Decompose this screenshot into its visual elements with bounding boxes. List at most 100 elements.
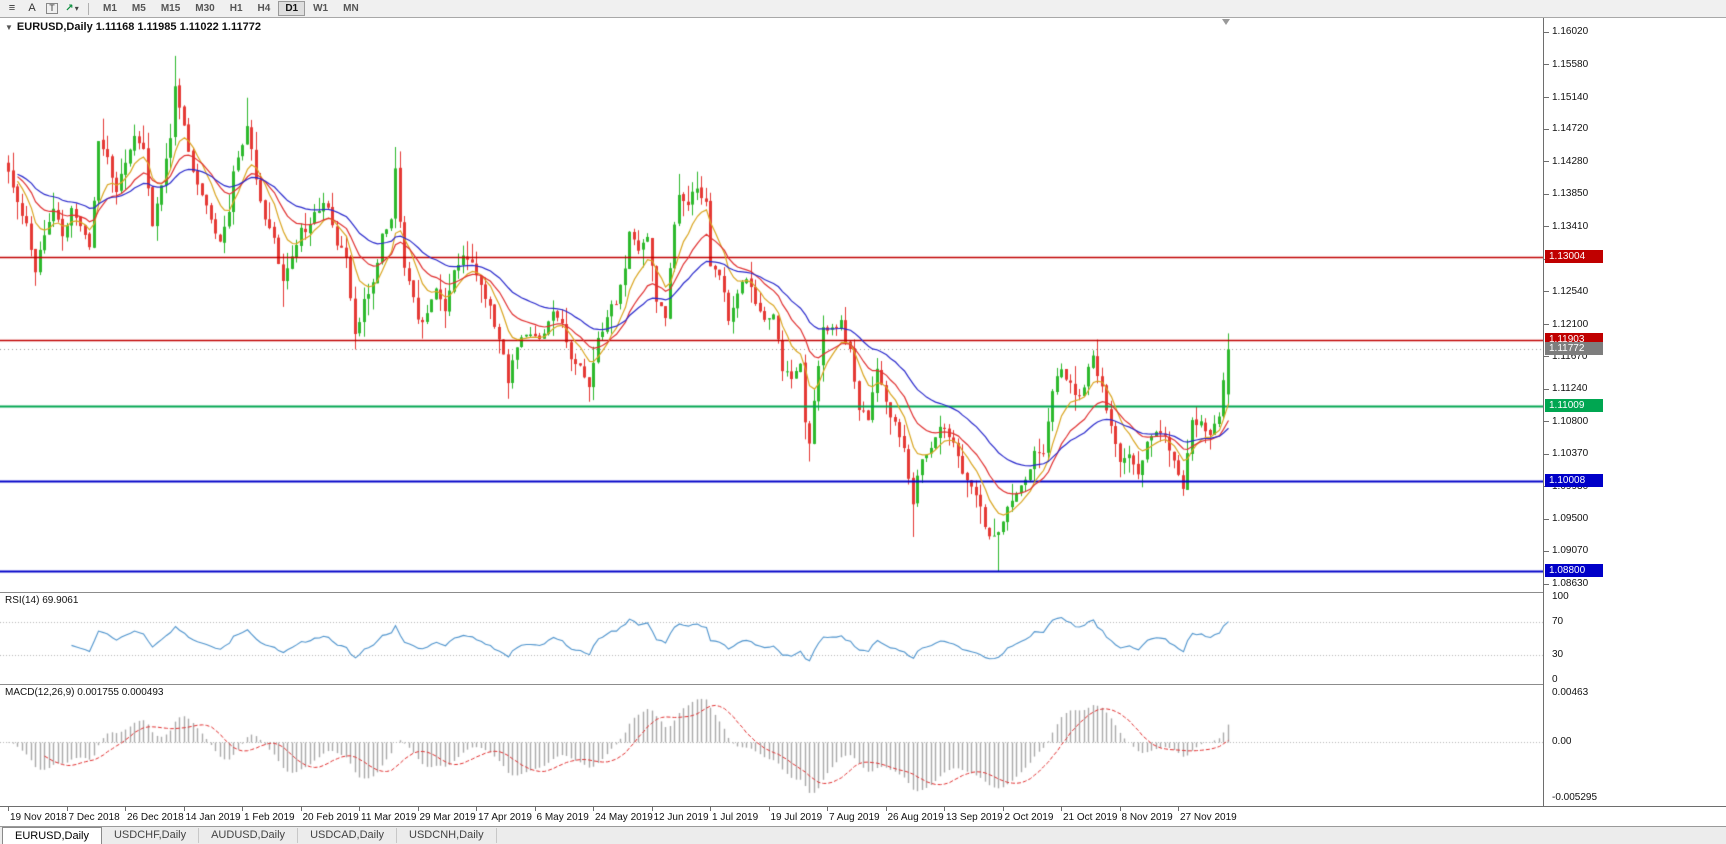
price-level-badge: 1.11009 [1545,399,1603,413]
chart-title-text: EURUSD,Daily 1.11168 1.11985 1.11022 1.1… [16,21,261,33]
timeframe-button-h4[interactable]: H4 [257,3,271,14]
timeframe-button-m15[interactable]: M15 [160,3,181,14]
price-axis-tickmark [1544,31,1549,33]
time-axis-label: 24 May 2019 [595,812,653,823]
price-level-badge: 1.11772 [1545,342,1603,356]
tab-audusd-daily[interactable]: AUDUSD,Daily [199,828,299,843]
rsi-label: RSI(14) 69.9061 [5,595,79,606]
letter-a-icon: A [28,2,36,14]
timeframe-button-m1[interactable]: M1 [103,3,117,14]
price-axis-tickmark [1544,97,1549,99]
time-axis-label: 7 Dec 2018 [68,812,120,823]
rsi-axis-label: 70 [1552,615,1564,627]
time-axis-label: 19 Nov 2018 [10,812,67,823]
price-tick-label: 1.12540 [1552,285,1589,297]
text-tool-button[interactable]: T [43,1,61,17]
macd-axis-label: 0.00463 [1552,687,1589,698]
time-axis-label: 14 Jan 2019 [185,812,241,823]
time-axis-label: 26 Aug 2019 [887,812,944,823]
indicators-dropdown-button[interactable]: ↗ ▾ [63,1,81,17]
price-tick-label: 1.15140 [1552,91,1589,103]
annotate-a-button[interactable]: A [23,1,41,17]
tab-usdcad-daily[interactable]: USDCAD,Daily [298,828,398,843]
panel-separator-rsi[interactable] [0,592,1726,593]
time-axis-label: 29 Mar 2019 [419,812,476,823]
time-axis-label: 2 Oct 2019 [1004,812,1054,823]
time-axis-tickmark [8,807,9,811]
time-axis-tickmark [300,807,302,811]
price-axis-tickmark [1544,324,1549,326]
time-axis-tickmark [183,807,185,811]
text-tool-icon: T [46,3,58,14]
chevron-down-icon: ▾ [74,4,79,13]
rsi-axis-label: 30 [1552,649,1564,661]
price-axis[interactable]: 1.16020 1.15580 1.15140 1.14720 1.14280 1.138… [1543,18,1726,806]
time-axis-tickmark [768,807,770,811]
time-axis[interactable]: 19 Nov 2018 7 Dec 2018 26 Dec 2018 14 Jan 2… [0,806,1726,826]
time-axis-tickmark [125,807,126,811]
timeframe-button-d1[interactable]: D1 [278,1,306,16]
time-axis-tickmark [827,807,828,811]
macd-axis-label: 0.00 [1552,735,1572,747]
time-axis-tickmark [417,807,419,811]
price-chart-canvas[interactable] [0,18,1543,806]
price-tick-label: 1.11240 [1552,383,1588,395]
time-axis-tickmark [359,807,360,811]
time-axis-label: 1 Feb 2019 [244,812,295,823]
price-axis-tickmark [1544,518,1549,520]
price-tick-label: 1.15580 [1552,58,1589,70]
price-axis-tickmark [1544,583,1549,585]
timeframe-button-m5[interactable]: M5 [131,3,146,14]
time-axis-tickmark [593,807,594,811]
price-axis-tickmark [1544,226,1549,228]
toolbar-separator [88,2,89,15]
timeframe-buttons: M1 M5 M15 M30 H1 H4 D1 W1 MN [96,1,366,16]
timeframe-button-w1[interactable]: W1 [313,3,329,14]
chart-shift-marker[interactable] [1222,19,1230,25]
indicator-icon: ↗ [65,2,74,14]
time-axis-label: 19 Jul 2019 [770,812,823,823]
menu-icon: ≡ [8,2,16,14]
time-axis-tickmark [476,807,477,811]
price-axis-tickmark [1544,388,1549,390]
time-axis-label: 17 Apr 2019 [478,812,532,823]
panel-separator-macd[interactable] [0,684,1726,685]
time-axis-label: 12 Jun 2019 [653,812,709,823]
macd-label: MACD(12,26,9) 0.001755 0.000493 [5,687,164,698]
macd-axis-label: -0.005295 [1552,792,1598,803]
price-axis-tickmark [1544,291,1549,293]
price-tick-label: 1.14720 [1552,123,1589,135]
time-axis-label: 20 Feb 2019 [302,812,359,823]
price-tick-label: 1.12100 [1552,318,1589,330]
price-axis-tickmark [1544,550,1549,552]
time-axis-label: 11 Mar 2019 [361,812,417,823]
time-axis-tickmark [1002,807,1004,811]
price-tick-label: 1.13850 [1552,188,1589,200]
one-click-trading-arrow[interactable]: ▼ [5,23,13,32]
timeframe-button-h1[interactable]: H1 [229,3,243,14]
chart-tabs: EURUSD,Daily USDCHF,Daily AUDUSD,Daily USDC… [0,826,1726,844]
time-axis-tickmark [242,807,243,811]
time-axis-tickmark [1119,807,1121,811]
price-tick-label: 1.09070 [1552,545,1589,557]
time-axis-tickmark [1178,807,1179,811]
time-axis-tickmark [66,807,68,811]
price-level-badge: 1.11903 [1545,332,1603,346]
price-tick-label: 1.10370 [1552,448,1589,460]
time-axis-label: 8 Nov 2019 [1121,812,1173,823]
timeframe-button-mn[interactable]: MN [343,3,359,14]
time-axis-tickmark [534,807,536,811]
rsi-axis-label: 100 [1552,591,1569,602]
price-axis-tickmark [1544,193,1549,195]
menu-button[interactable]: ≡ [3,1,21,17]
tab-usdchf-daily[interactable]: USDCHF,Daily [102,828,200,843]
timeframe-button-m30[interactable]: M30 [195,3,215,14]
tab-usdcnh-daily[interactable]: USDCNH,Daily [397,828,497,843]
rsi-axis-label: 0 [1552,674,1558,685]
price-level-badge: 1.08800 [1545,564,1603,578]
time-axis-label: 6 May 2019 [536,812,589,823]
tab-eurusd-daily[interactable]: EURUSD,Daily [2,827,102,844]
time-axis-label: 26 Dec 2018 [127,812,184,823]
time-axis-tickmark [710,807,711,811]
